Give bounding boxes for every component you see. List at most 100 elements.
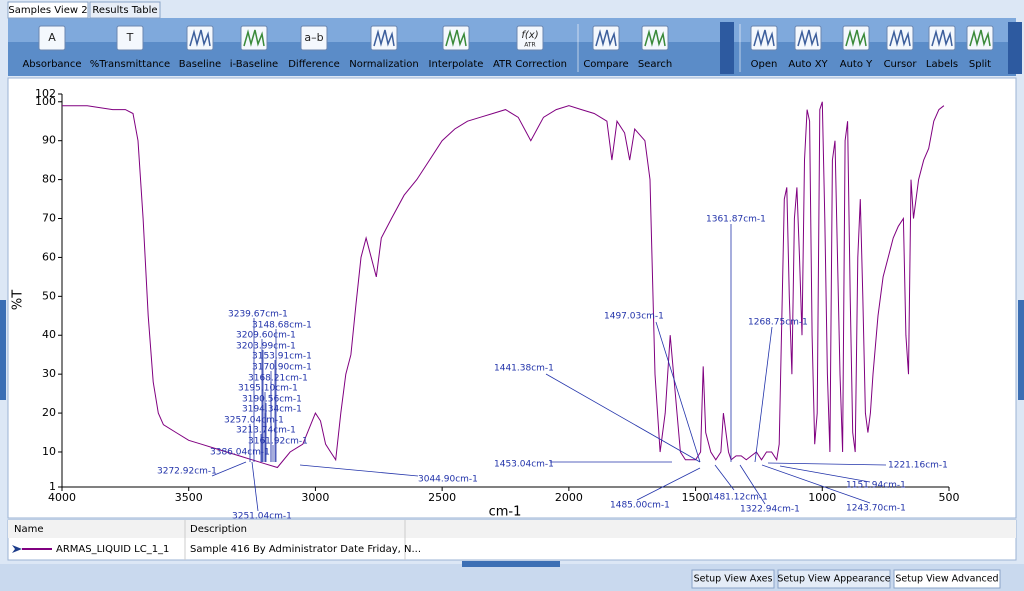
button-label: Split — [969, 59, 991, 70]
column-header: Name — [14, 524, 44, 535]
toolbar-button[interactable]: Open — [750, 25, 778, 70]
icon-glyph — [644, 29, 666, 47]
toolbar-button[interactable]: A Absorbance — [22, 25, 82, 70]
side-grip — [0, 300, 6, 400]
button-label: Interpolate — [429, 59, 484, 70]
toolbar-button[interactable]: a–b Difference — [288, 25, 340, 70]
icon-text: f(x) — [521, 30, 538, 41]
button-label: Search — [638, 59, 672, 70]
peak-annotation: 3213.74cm-1 — [236, 426, 296, 436]
peak-annotation: 1497.03cm-1 — [604, 312, 664, 322]
x-tick-label: 4000 — [48, 491, 76, 504]
peak-annotation: 1268.75cm-1 — [748, 318, 808, 328]
peak-annotation: 1453.04cm-1 — [494, 460, 554, 470]
splitter-grip — [462, 561, 560, 567]
peak-annotation: 3168.21cm-1 — [248, 374, 308, 384]
peak-annotation: 1151.94cm-1 — [846, 481, 906, 491]
peak-annotation: 3272.92cm-1 — [157, 467, 217, 477]
button-label: Open — [751, 59, 778, 70]
peak-annotation: 3239.67cm-1 — [228, 310, 288, 320]
legend: Name Description ARMAS_LIQUID LC_1_1 Sample… — [12, 524, 421, 555]
icon-glyph — [797, 29, 819, 47]
x-tick-label: 1500 — [682, 491, 710, 504]
peak-annotation: 3044.90cm-1 — [418, 475, 478, 485]
peak-annotation: 3194.34cm-1 — [242, 405, 302, 415]
side-grip — [1018, 300, 1024, 400]
chart-area — [7, 77, 1017, 519]
icon-text: T — [126, 31, 134, 44]
annotation-leader — [739, 464, 766, 505]
annotation-leader — [251, 461, 259, 512]
y-tick-label: 80 — [42, 173, 56, 186]
peak-annotation: 3251.04cm-1 — [232, 512, 292, 522]
icon-glyph — [595, 29, 617, 47]
setup-button[interactable]: Setup View Appearance — [777, 569, 891, 589]
toolbar-button[interactable]: Normalization — [349, 25, 419, 70]
button-label: i-Baseline — [230, 59, 278, 70]
peak-annotation: 3161.92cm-1 — [248, 437, 308, 447]
y-tick-label: 90 — [42, 134, 56, 147]
icon-glyph — [753, 29, 775, 47]
peak-annotation: 1221.16cm-1 — [888, 461, 948, 471]
toolbar-button[interactable]: T %Transmittance — [90, 25, 170, 70]
button-label: Setup View Axes — [694, 574, 773, 585]
icon-glyph — [373, 29, 395, 47]
toolbar-button[interactable]: Interpolate — [429, 25, 484, 70]
toolbar-button[interactable]: Compare — [583, 25, 629, 70]
x-tick-label: 2000 — [555, 491, 583, 504]
annotation-leader — [655, 321, 701, 463]
annotation-leader — [211, 461, 247, 477]
y-tick-label: 102 — [35, 87, 56, 100]
button-label: Cursor — [884, 59, 918, 70]
y-tick-label: 30 — [42, 367, 56, 380]
toolbar-button[interactable]: i-Baseline — [230, 25, 278, 70]
x-tick-label: 500 — [939, 491, 960, 504]
icon-glyph — [445, 29, 467, 47]
toolbar-button[interactable]: Baseline — [179, 25, 221, 70]
button-label: Normalization — [349, 59, 419, 70]
peak-annotation: 1361.87cm-1 — [706, 215, 766, 225]
button-label: Absorbance — [22, 59, 81, 70]
toolbar-button[interactable]: Auto XY — [788, 25, 829, 70]
x-tick-label: 3000 — [301, 491, 329, 504]
peak-annotation: 3257.04cm-1 — [224, 416, 284, 426]
button-bg — [691, 569, 775, 589]
button-label: Auto Y — [840, 59, 873, 70]
toolbar-button[interactable]: Search — [638, 25, 672, 70]
y-tick-label: 60 — [42, 250, 56, 263]
toolbar-button[interactable]: Split — [966, 25, 994, 70]
button-icon — [116, 25, 144, 51]
peak-annotation: 1481.12cm-1 — [708, 493, 768, 503]
annotation-leader — [767, 462, 887, 466]
annotation-leader — [545, 373, 701, 463]
toolbar-dropdown[interactable] — [1008, 22, 1022, 74]
icon-glyph — [969, 29, 991, 47]
legend-row[interactable]: ARMAS_LIQUID LC_1_1 Sample 416 By Adminis… — [12, 544, 421, 555]
icon-text: a–b — [304, 31, 323, 44]
toolbar-button[interactable]: Labels — [926, 25, 958, 70]
setup-button[interactable]: Setup View Advanced — [893, 569, 1001, 589]
peak-annotation: 3386.04cm-1 — [210, 448, 270, 458]
button-label: ATR Correction — [493, 59, 567, 70]
x-tick-label: 3500 — [175, 491, 203, 504]
y-axis-label: %T — [11, 290, 26, 310]
button-label: Difference — [288, 59, 340, 70]
button-label: Setup View Advanced — [895, 574, 998, 585]
setup-button[interactable]: Setup View Axes — [691, 569, 775, 589]
toolbar-button[interactable]: Auto Y — [840, 25, 873, 70]
peak-annotation: 1441.38cm-1 — [494, 364, 554, 374]
peak-annotation: 1322.94cm-1 — [740, 505, 800, 515]
annotation-leader — [636, 467, 701, 501]
toolbar-button[interactable]: f(x)ATR ATR Correction — [493, 25, 567, 70]
legend-description: Sample 416 By Administrator Date Friday,… — [190, 544, 421, 555]
tab[interactable]: Samples View 2 — [7, 1, 89, 19]
tab[interactable]: Results Table — [89, 1, 161, 19]
toolbar-dropdown[interactable] — [720, 22, 734, 74]
annotation-leader — [714, 464, 735, 491]
peak-annotation: 3190.56cm-1 — [242, 395, 302, 405]
button-bg — [893, 569, 1001, 589]
button-label: Setup View Appearance — [777, 574, 890, 585]
y-tick-label: 40 — [42, 328, 56, 341]
peak-annotation: 1485.00cm-1 — [610, 501, 670, 511]
toolbar-button[interactable]: Cursor — [884, 25, 918, 70]
